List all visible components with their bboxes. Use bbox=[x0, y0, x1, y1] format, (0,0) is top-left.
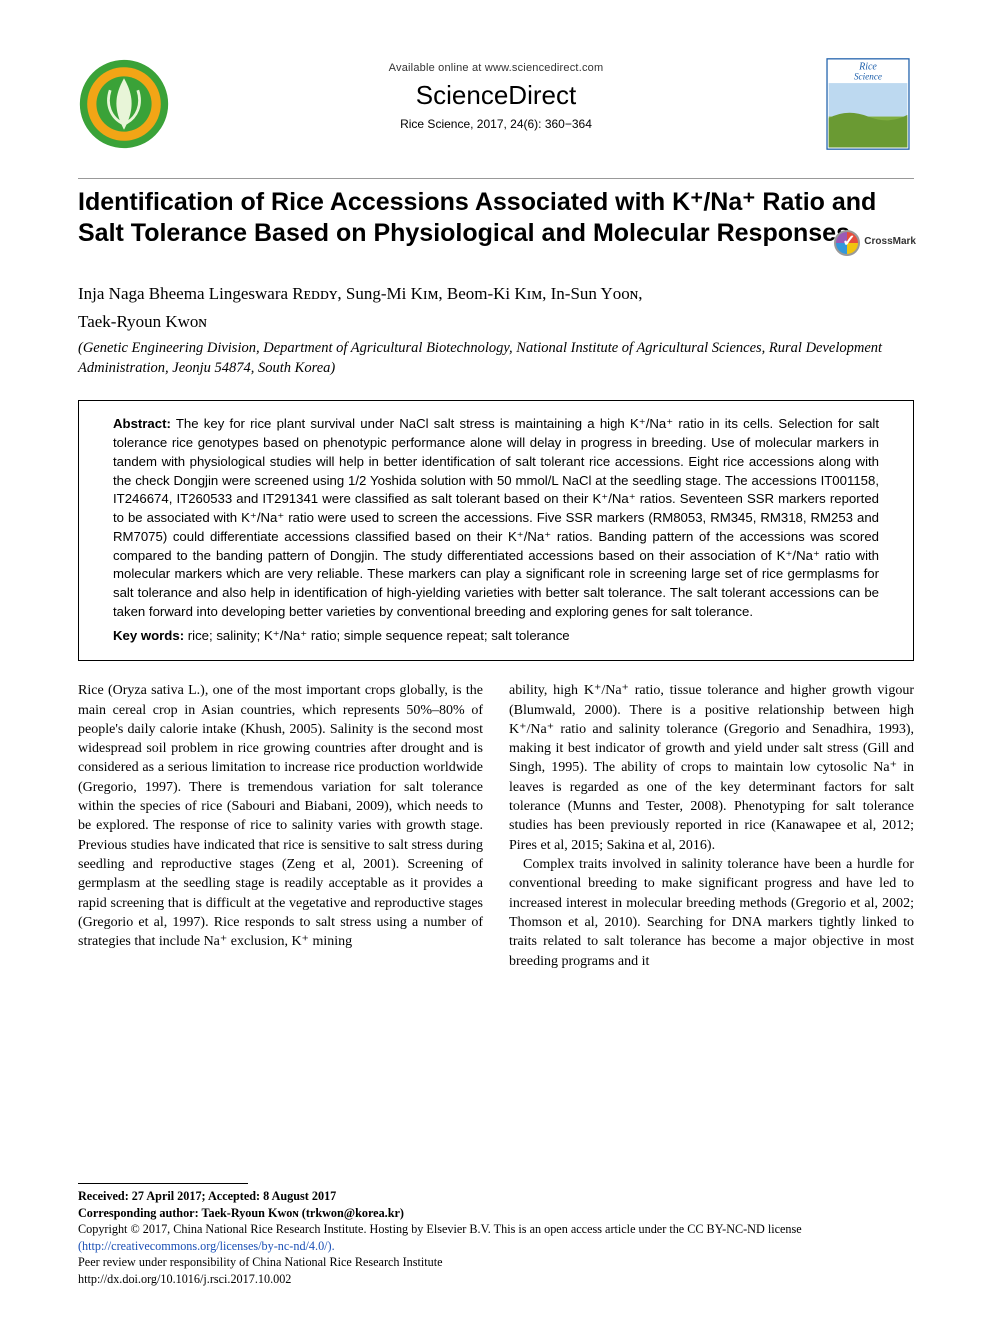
article-footer: Received: 27 April 2017; Accepted: 8 Aug… bbox=[78, 1183, 914, 1287]
article-body: Rice (Oryza sativa L.), one of the most … bbox=[78, 681, 914, 971]
header-center: Available online at www.sciencedirect.co… bbox=[170, 58, 822, 131]
body-column-right: ability, high K⁺/Na⁺ ratio, tissue toler… bbox=[509, 681, 914, 971]
keywords-text: rice; salinity; K⁺/Na⁺ ratio; simple seq… bbox=[184, 628, 570, 643]
footer-rule bbox=[78, 1183, 248, 1184]
header-divider bbox=[78, 178, 914, 179]
authors-line-2: Taek-Ryoun Kᴡᴏɴ bbox=[78, 308, 914, 337]
footer-corresponding: Corresponding author: Taek-Ryoun Kᴡᴏɴ (t… bbox=[78, 1205, 914, 1221]
received-accepted: Received: 27 April 2017; Accepted: 8 Aug… bbox=[78, 1189, 336, 1203]
body-col2-p1: ability, high K⁺/Na⁺ ratio, tissue toler… bbox=[509, 681, 914, 855]
footer-received: Received: 27 April 2017; Accepted: 8 Aug… bbox=[78, 1188, 914, 1204]
abstract-text: The key for rice plant survival under Na… bbox=[113, 416, 879, 618]
rice-science-cover-icon: Rice Science bbox=[822, 58, 914, 150]
cnrri-logo-icon bbox=[78, 58, 170, 150]
keywords-line: Key words: rice; salinity; K⁺/Na⁺ ratio;… bbox=[113, 627, 879, 646]
footer-copyright: Copyright © 2017, China National Rice Re… bbox=[78, 1221, 914, 1237]
abstract-paragraph: Abstract: The key for rice plant surviva… bbox=[113, 415, 879, 621]
body-col2-p2: Complex traits involved in salinity tole… bbox=[509, 855, 914, 971]
abstract-label: Abstract: bbox=[113, 416, 171, 431]
journal-citation: Rice Science, 2017, 24(6): 360−364 bbox=[170, 117, 822, 131]
affiliation: (Genetic Engineering Division, Departmen… bbox=[78, 339, 914, 378]
sciencedirect-brand: ScienceDirect bbox=[170, 80, 822, 111]
authors-block: Inja Naga Bheema Lingeswara Rᴇᴅᴅʏ, Sung-… bbox=[78, 280, 914, 338]
crossmark-icon bbox=[834, 230, 860, 256]
body-column-left: Rice (Oryza sativa L.), one of the most … bbox=[78, 681, 483, 971]
footer-doi: http://dx.doi.org/10.1016/j.rsci.2017.10… bbox=[78, 1271, 914, 1287]
abstract-box: Abstract: The key for rice plant surviva… bbox=[78, 400, 914, 661]
available-online-text: Available online at www.sciencedirect.co… bbox=[170, 62, 822, 74]
corresponding-author: Corresponding author: Taek-Ryoun Kᴡᴏɴ (t… bbox=[78, 1206, 404, 1220]
crossmark-badge[interactable]: CrossMark bbox=[834, 230, 916, 256]
footer-peer-review: Peer review under responsibility of Chin… bbox=[78, 1254, 914, 1270]
footer-license: (http://creativecommons.org/licenses/by-… bbox=[78, 1238, 914, 1254]
publisher-logo-left bbox=[78, 58, 170, 150]
body-col1-p1: Rice (Oryza sativa L.), one of the most … bbox=[78, 681, 483, 951]
authors-line-1: Inja Naga Bheema Lingeswara Rᴇᴅᴅʏ, Sung-… bbox=[78, 280, 914, 309]
svg-text:Science: Science bbox=[854, 72, 882, 82]
journal-cover-thumbnail: Rice Science bbox=[822, 58, 914, 150]
license-link[interactable]: (http://creativecommons.org/licenses/by-… bbox=[78, 1239, 335, 1253]
page-header: Available online at www.sciencedirect.co… bbox=[78, 58, 914, 150]
crossmark-label: CrossMark bbox=[864, 236, 916, 249]
article-title: Identification of Rice Accessions Associ… bbox=[78, 187, 914, 250]
keywords-label: Key words: bbox=[113, 628, 184, 643]
title-text: Identification of Rice Accessions Associ… bbox=[78, 188, 876, 247]
